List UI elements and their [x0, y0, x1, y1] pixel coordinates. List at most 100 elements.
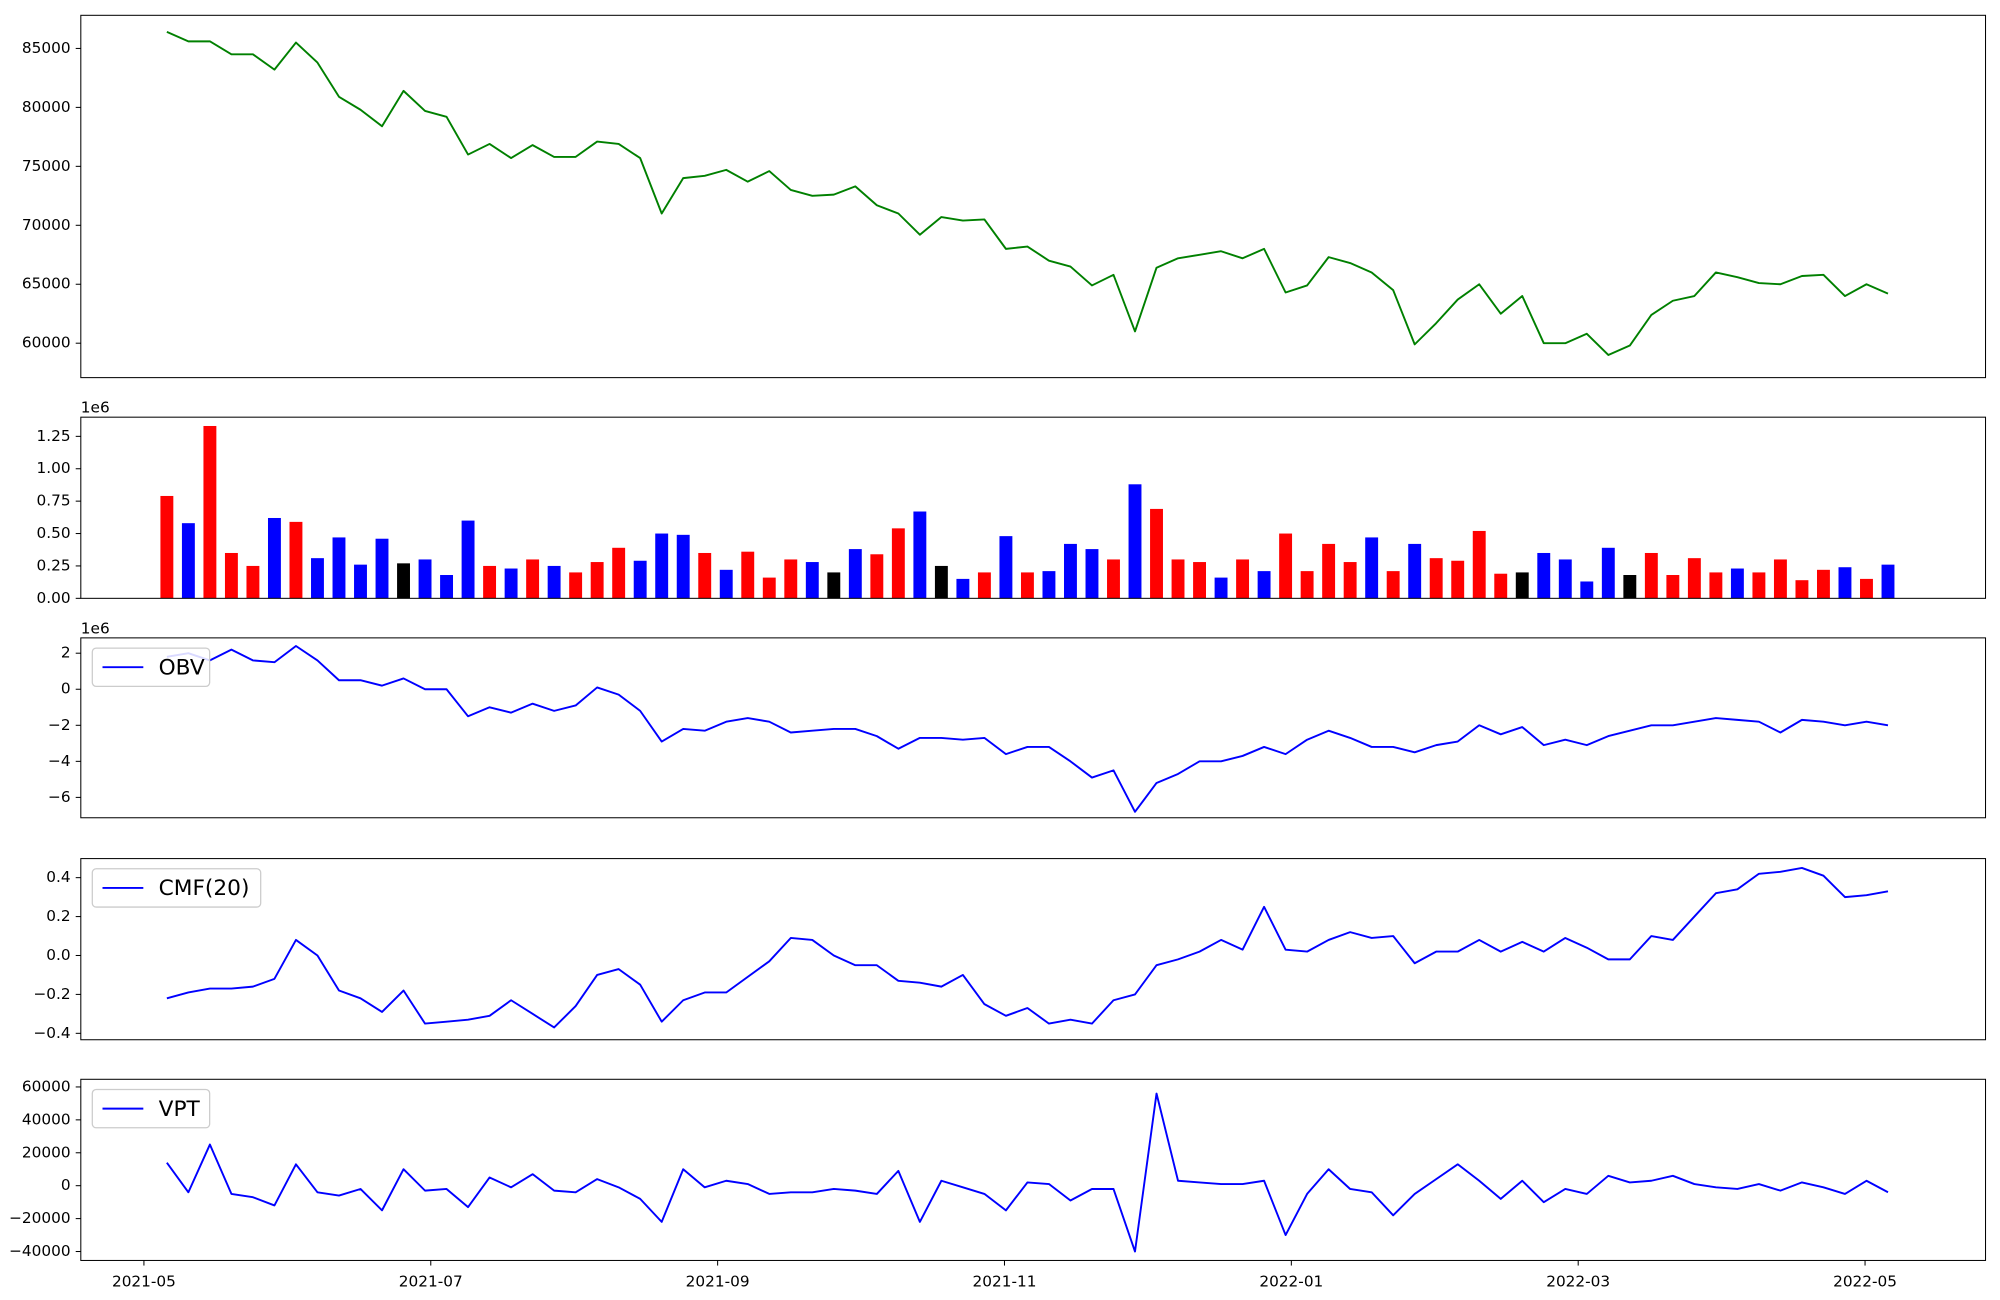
- y-tick-label: 2: [61, 644, 71, 662]
- y-tick-label: −40000: [9, 1242, 70, 1260]
- bar: [1300, 571, 1314, 599]
- bar: [375, 538, 389, 599]
- y-tick-label: 75000: [22, 157, 71, 175]
- bar: [612, 547, 626, 599]
- y-tick-label: −6: [48, 788, 71, 806]
- y-tick-label: 80000: [22, 98, 71, 116]
- bar: [1236, 559, 1250, 599]
- y-tick-label: 0.50: [37, 524, 71, 542]
- bar: [440, 575, 454, 599]
- bar: [203, 425, 217, 599]
- y-tick-label: −0.4: [33, 1024, 70, 1042]
- bar: [1128, 484, 1142, 599]
- y-tick-label: 20000: [22, 1143, 71, 1161]
- bar: [547, 565, 561, 599]
- bar: [1064, 543, 1077, 599]
- y-tick-label: 60000: [22, 334, 71, 352]
- legend-label: CMF(20): [159, 876, 250, 901]
- bar: [1365, 537, 1379, 599]
- bar: [1752, 572, 1766, 599]
- data-line: [166, 866, 1889, 1029]
- bar: [1257, 571, 1271, 599]
- bar: [1816, 569, 1830, 599]
- y-tick-label: 0.00: [37, 589, 71, 607]
- bar: [418, 559, 432, 599]
- bar: [1085, 549, 1099, 599]
- bar: [977, 572, 991, 599]
- y-tick-label: 1.25: [37, 427, 71, 445]
- bar: [1558, 559, 1572, 599]
- bar: [267, 517, 281, 599]
- axes-frame: [80, 858, 1987, 1041]
- y-tick-label: 0.0: [46, 946, 70, 964]
- bar: [913, 511, 927, 599]
- x-tick-label: 2021-05: [112, 1273, 176, 1291]
- x-tick-label: 2021-07: [399, 1273, 463, 1291]
- y-tick-label: 60000: [22, 1077, 71, 1095]
- bar: [397, 563, 410, 599]
- bar: [1580, 581, 1594, 599]
- bar: [526, 559, 540, 599]
- bar: [569, 572, 583, 599]
- bar: [827, 572, 841, 599]
- bar: [1537, 552, 1551, 599]
- bar: [934, 565, 948, 599]
- y-tick-label: 1.00: [37, 459, 71, 477]
- bar: [461, 520, 475, 599]
- bar: [762, 577, 776, 599]
- bar: [181, 523, 195, 599]
- bar: [1279, 533, 1293, 599]
- bar: [1623, 575, 1637, 599]
- y-tick-label: −2: [48, 716, 71, 734]
- data-line: [166, 1092, 1889, 1253]
- bar: [1042, 571, 1056, 599]
- bar: [1150, 508, 1163, 599]
- y-tick-label: 85000: [22, 39, 71, 57]
- data-line: [166, 31, 1889, 356]
- bar: [1515, 572, 1529, 599]
- bar: [655, 533, 669, 599]
- bar: [1773, 559, 1787, 599]
- x-tick-label: 2021-09: [686, 1273, 750, 1291]
- y-tick-label: 70000: [22, 216, 71, 234]
- y-tick-label: −4: [48, 752, 71, 770]
- bar: [354, 564, 367, 599]
- bar: [719, 569, 733, 599]
- bar: [1687, 558, 1701, 599]
- bar: [1838, 567, 1852, 599]
- bar: [870, 554, 884, 599]
- y-tick-label: −20000: [9, 1209, 70, 1227]
- bar: [1193, 562, 1206, 599]
- bar: [698, 552, 712, 599]
- bar: [224, 552, 238, 599]
- x-tick-label: 2022-01: [1259, 1273, 1323, 1291]
- bar: [805, 562, 819, 599]
- bar: [891, 528, 905, 599]
- legend-label: OBV: [159, 655, 205, 680]
- y-tick-label: 0: [61, 680, 71, 698]
- bar: [1730, 568, 1744, 599]
- bar: [332, 537, 346, 599]
- x-tick-label: 2022-03: [1546, 1273, 1610, 1291]
- bar: [246, 565, 260, 599]
- bar: [1666, 575, 1680, 599]
- bar: [1795, 580, 1809, 599]
- y-tick-label: −0.2: [33, 985, 70, 1003]
- bar: [741, 551, 755, 599]
- bar: [1343, 562, 1357, 599]
- bar: [1860, 578, 1873, 599]
- legend-box: [91, 647, 211, 687]
- bar: [999, 536, 1013, 599]
- bar: [1107, 559, 1120, 599]
- bar: [1214, 577, 1228, 599]
- axes-frame: [80, 637, 1987, 819]
- bar: [676, 534, 690, 599]
- bar: [633, 560, 647, 599]
- bar: [160, 495, 174, 599]
- x-tick-label: 2022-05: [1833, 1273, 1897, 1291]
- bar: [1709, 572, 1723, 599]
- bar: [1408, 543, 1422, 599]
- axes-frame: [80, 416, 1987, 599]
